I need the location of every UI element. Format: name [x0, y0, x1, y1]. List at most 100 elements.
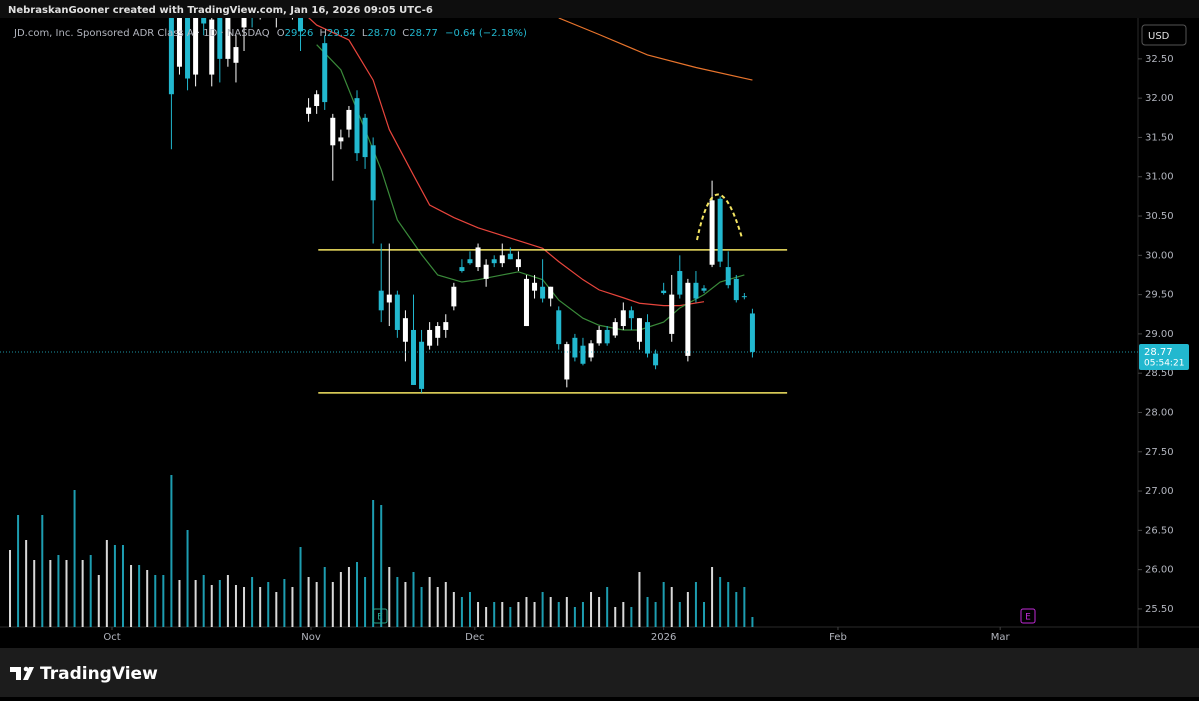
candle-body [612, 322, 618, 336]
currency-button[interactable] [1141, 24, 1187, 46]
volume-bar [146, 570, 149, 627]
volume-bar [339, 572, 342, 627]
candle-body [685, 282, 691, 356]
volume-bar [686, 592, 689, 627]
ohlc-label: O [277, 28, 285, 39]
volume-bar [17, 515, 20, 627]
candle-body [362, 117, 368, 158]
volume-bar [703, 602, 706, 627]
footer-bar [0, 648, 1199, 697]
y-tick-label: 31.00 [1145, 172, 1174, 183]
volume-bar [638, 572, 641, 627]
candle-body [532, 282, 538, 291]
candle-body [346, 109, 352, 130]
y-tick-label: 29.00 [1145, 329, 1174, 340]
drawing-arc [696, 193, 743, 241]
x-tick-label: Oct [103, 632, 120, 643]
ohlc-value: 29.26 [285, 28, 314, 39]
volume-bar [573, 607, 576, 627]
volume-bar [509, 607, 512, 627]
x-tick-label: Mar [991, 632, 1011, 643]
ohlc-label: L [362, 28, 368, 39]
candle-body [556, 310, 562, 345]
candle-body [669, 294, 675, 334]
candle-body [435, 326, 441, 338]
volume-bar [404, 582, 407, 627]
volume-bar [380, 505, 383, 627]
y-tick-label: 28.50 [1145, 368, 1174, 379]
candle-body [314, 94, 320, 107]
volume-bar [468, 592, 471, 627]
volume-bar [154, 575, 157, 627]
volume-bar [299, 547, 302, 627]
ohlc-value: 29.32 [327, 28, 356, 39]
volume-bar [614, 607, 617, 627]
volume-bar [581, 602, 584, 627]
candle-body [378, 290, 384, 311]
volume-bar [388, 567, 391, 627]
volume-bar [501, 602, 504, 627]
candle-body [540, 286, 546, 299]
candle-body [645, 322, 651, 354]
candle-body [693, 282, 699, 299]
volume-bar [452, 592, 455, 627]
volume-bar [517, 602, 520, 627]
volume-bar [428, 577, 431, 627]
y-tick-label: 32.50 [1145, 54, 1174, 65]
candle-body [306, 107, 312, 114]
candle-body [741, 296, 747, 298]
candle-body [402, 318, 408, 342]
candle-body [443, 322, 449, 330]
candle-body [725, 267, 731, 286]
candle-body [507, 253, 513, 260]
legend: JD.com, Inc. Sponsored ADR Class A · 1D … [13, 28, 527, 39]
volume-bar [275, 592, 278, 627]
candle-body [168, 18, 174, 95]
volume-bar [727, 582, 730, 627]
candle-body [733, 278, 739, 301]
candle-body [653, 353, 659, 366]
volume-bar [194, 580, 197, 627]
volume-bar [630, 607, 633, 627]
volume-bar [590, 592, 593, 627]
volume-bar [533, 602, 536, 627]
volume-bar [662, 582, 665, 627]
volume-bar [436, 587, 439, 627]
y-tick-label: 30.50 [1145, 211, 1174, 222]
y-tick-label: 27.50 [1145, 447, 1174, 458]
volume-bar [113, 545, 116, 627]
volume-bar [170, 475, 173, 627]
symbol: JD.com, Inc. Sponsored ADR Class A · 1D … [13, 28, 270, 39]
axes: 25.50 26.00 26.50 27.00 27.50 28.00 28.50 29.00… [103, 54, 1189, 643]
earnings-icon[interactable]: E [1020, 608, 1036, 624]
volume-bar [678, 602, 681, 627]
x-tick-label: Feb [829, 632, 847, 643]
volume-bar [372, 500, 375, 627]
volume-bar [694, 582, 697, 627]
volume-bar [25, 540, 28, 627]
volume-bar [525, 597, 528, 627]
volume-bar [719, 577, 722, 627]
volume-bar [57, 555, 60, 627]
y-tick-label: 25.50 [1145, 604, 1174, 615]
volume-bar [73, 490, 76, 627]
candle-body [193, 18, 199, 75]
candle-body [604, 329, 610, 344]
earnings-icon[interactable]: E [372, 608, 388, 624]
volume-bar [412, 572, 415, 627]
volume-bar [162, 575, 165, 627]
volume-bar [210, 585, 213, 627]
volume-bar [81, 560, 84, 627]
volume-bar [178, 580, 181, 627]
volume-bar [259, 587, 262, 627]
volume-bar [598, 597, 601, 627]
volume-bar [186, 530, 189, 627]
candle-body [201, 18, 207, 24]
candle-body [427, 329, 433, 346]
volume-bar [138, 565, 141, 627]
volume-bar [485, 607, 488, 627]
candle-body [523, 278, 529, 327]
volume-bar [654, 602, 657, 627]
volume-bar [226, 575, 229, 627]
